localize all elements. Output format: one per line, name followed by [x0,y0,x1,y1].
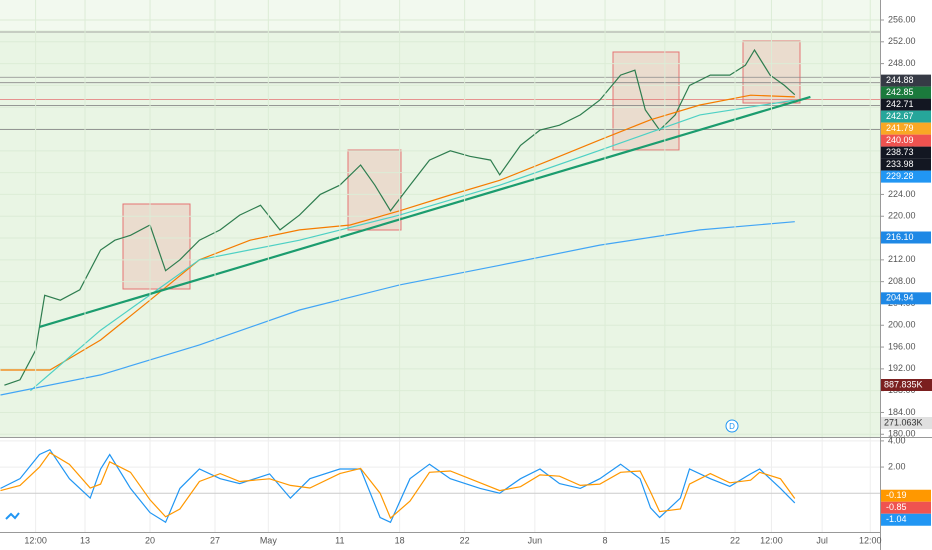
volume-badge-label: 271.063K [884,417,923,427]
price-badge: 238.73 [881,146,931,159]
price-badge-box [881,98,931,111]
price-badge: 204.94 [881,292,931,305]
y-tick-label: 212.00 [888,254,916,264]
price-badge-box [881,134,931,147]
x-tick-label: 15 [660,535,670,545]
y-tick-label: 220.00 [888,211,916,221]
logo-icon [5,512,20,520]
price-badge-label: 229.28 [886,171,914,181]
x-tick-label: Jul [816,535,828,545]
price-badge-label: 244.88 [886,75,914,85]
zone-box [612,51,680,151]
price-badge-label: 242.85 [886,87,914,97]
price-badge-label: -0.19 [886,490,907,500]
price-badge: 216.10 [881,231,931,244]
event-marker[interactable] [725,419,739,433]
x-tick-label: May [260,535,278,545]
price-badge: -0.85 [881,501,931,514]
price-badge-box [881,170,931,183]
y-tick-label: 2.00 [888,461,906,471]
price-badge: 244.88 [881,74,931,87]
x-tick-label: 8 [603,535,608,545]
price-badge: 233.98 [881,158,931,171]
price-badge-label: 216.10 [886,232,914,242]
series-line [0,451,796,520]
y-tick-label: 208.00 [888,276,916,286]
price-badge: 240.09 [881,134,931,147]
price-badge-label: 242.71 [886,99,914,109]
y-tick-label: 184.00 [888,407,916,417]
series-line [0,448,796,524]
price-badge-box [881,292,931,305]
x-tick-label: 18 [395,535,405,545]
price-badge: -0.19 [881,489,931,502]
price-badge-label: -1.04 [886,514,907,524]
x-tick-label: 27 [210,535,220,545]
price-badge-box [881,110,931,123]
volume-badge: 271.063K [881,417,932,429]
price-badge: 242.67 [881,110,931,123]
series-line [39,95,811,328]
price-badge-box [881,501,931,514]
price-badge: 229.28 [881,170,931,183]
y-tick-label: 256.00 [888,14,916,24]
y-tick-label: 180.00 [888,429,916,439]
series-line [4,48,796,386]
y-tick-label: 192.00 [888,363,916,373]
price-badge-box [881,513,931,526]
x-tick-label: 13 [80,535,90,545]
x-tick-label: Jun [528,535,543,545]
axis-layer: 256.00252.00248.00244.00240.00236.00232.… [24,14,932,545]
x-tick-label: 22 [460,535,470,545]
y-tick-label: 248.00 [888,58,916,68]
price-badge: 242.71 [881,98,931,111]
x-tick-label: 12:00 [760,535,783,545]
x-tick-label: 12:00 [24,535,47,545]
price-badge-box [881,158,931,171]
price-badge-box [881,86,931,99]
price-badge-label: -0.85 [886,502,907,512]
macd-layer [0,438,880,532]
x-tick-label: 12:00 [859,535,882,545]
volume-badge-box [881,379,932,391]
y-tick-label: 200.00 [888,320,916,330]
volume-badge: 887.835K [881,379,932,391]
price-badge-label: 238.73 [886,147,914,157]
price-badge: 242.85 [881,86,931,99]
x-tick-label: 11 [335,535,344,545]
y-tick-label: 252.00 [888,36,916,46]
price-badge-box [881,146,931,159]
event-marker-label: D [729,422,735,431]
y-tick-label: 224.00 [888,189,916,199]
plot-layer [0,0,880,437]
price-badge-box [881,122,931,135]
price-badge: 241.79 [881,122,931,135]
price-badge-box [881,74,931,87]
price-badge-label: 204.94 [886,293,914,303]
price-badge-box [881,231,931,244]
y-tick-label: 196.00 [888,341,916,351]
x-tick-label: 22 [730,535,740,545]
volume-badge-label: 887.835K [884,379,923,389]
x-tick-label: 20 [145,535,155,545]
price-badge-label: 242.67 [886,111,914,121]
y-tick-label: 4.00 [888,435,906,445]
price-badge-label: 241.79 [886,123,914,133]
price-badge-box [881,489,931,502]
price-badge-label: 240.09 [886,135,914,145]
price-badge-label: 233.98 [886,159,914,169]
price-badge: -1.04 [881,513,931,526]
volume-badge-box [881,417,932,429]
